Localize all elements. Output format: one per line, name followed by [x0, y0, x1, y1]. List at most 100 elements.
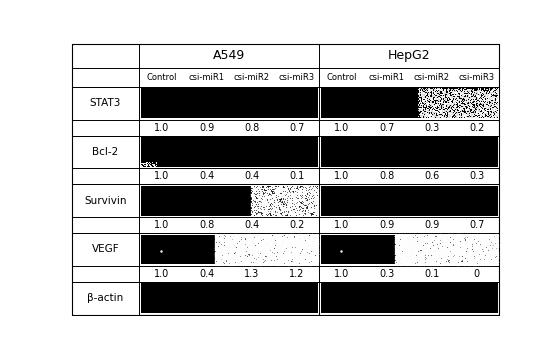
Point [469, 105, 478, 111]
Point [271, 240, 280, 245]
Point [249, 231, 258, 237]
Point [227, 239, 236, 244]
Point [301, 255, 310, 261]
Point [304, 184, 313, 189]
Point [233, 241, 242, 247]
Point [405, 240, 414, 246]
Point [483, 250, 492, 255]
Point [437, 238, 446, 244]
Point [399, 258, 408, 264]
Point [294, 193, 302, 199]
Point [392, 253, 401, 258]
Point [475, 99, 483, 105]
Point [247, 232, 256, 237]
Point [423, 246, 432, 252]
Point [482, 253, 491, 259]
Point [281, 256, 290, 262]
Point [281, 244, 290, 250]
Point [233, 241, 242, 246]
Point [221, 245, 229, 251]
Point [418, 232, 427, 238]
Point [276, 212, 285, 217]
Point [419, 236, 428, 242]
Point [427, 262, 436, 268]
Point [267, 203, 276, 209]
Point [485, 241, 494, 247]
Point [493, 260, 502, 265]
Point [313, 236, 322, 242]
Point [411, 256, 419, 262]
Point [478, 246, 487, 252]
Point [399, 240, 408, 245]
Point [238, 239, 247, 244]
Point [411, 261, 419, 267]
Point [289, 192, 297, 197]
Point [258, 245, 267, 251]
Point [297, 234, 306, 240]
Point [264, 232, 273, 237]
Point [263, 201, 272, 207]
Point [434, 242, 443, 247]
Point [260, 237, 268, 243]
Point [483, 232, 492, 238]
Point [455, 258, 464, 263]
Point [398, 249, 407, 255]
Point [294, 185, 303, 191]
Point [212, 248, 221, 254]
Point [309, 234, 317, 240]
Point [421, 88, 429, 94]
Point [452, 258, 461, 264]
Point [231, 256, 240, 261]
Point [285, 193, 294, 198]
Point [416, 255, 425, 260]
Point [223, 245, 232, 251]
Point [292, 234, 301, 239]
Point [234, 236, 243, 242]
Point [455, 89, 464, 95]
Point [393, 262, 402, 267]
Point [230, 252, 239, 258]
Point [302, 246, 311, 252]
Point [458, 249, 467, 255]
Point [399, 233, 408, 239]
Point [443, 252, 452, 258]
Point [487, 248, 496, 254]
Point [278, 243, 287, 249]
Point [440, 254, 449, 260]
Point [488, 93, 497, 99]
Point [434, 233, 443, 239]
Point [488, 244, 497, 250]
Point [471, 243, 480, 248]
Point [429, 247, 438, 252]
Point [482, 240, 491, 246]
Point [258, 250, 267, 256]
Point [418, 87, 427, 93]
Point [221, 252, 230, 258]
Point [458, 105, 467, 110]
Point [453, 108, 462, 114]
Point [250, 232, 258, 238]
Point [274, 261, 283, 266]
Point [277, 257, 286, 263]
Point [229, 236, 238, 242]
Point [236, 239, 245, 245]
Point [423, 261, 432, 267]
Point [458, 254, 467, 260]
Point [265, 234, 274, 240]
Point [293, 242, 302, 247]
Point [428, 113, 437, 119]
Point [419, 105, 428, 111]
Point [400, 260, 409, 266]
Point [417, 233, 426, 239]
Point [257, 261, 266, 267]
Point [481, 236, 490, 241]
Point [228, 253, 237, 258]
Point [421, 111, 430, 117]
Point [276, 248, 285, 254]
Point [268, 250, 277, 256]
Point [431, 256, 439, 262]
Point [482, 249, 491, 255]
Point [236, 236, 245, 242]
Point [309, 199, 318, 204]
Point [476, 105, 485, 111]
